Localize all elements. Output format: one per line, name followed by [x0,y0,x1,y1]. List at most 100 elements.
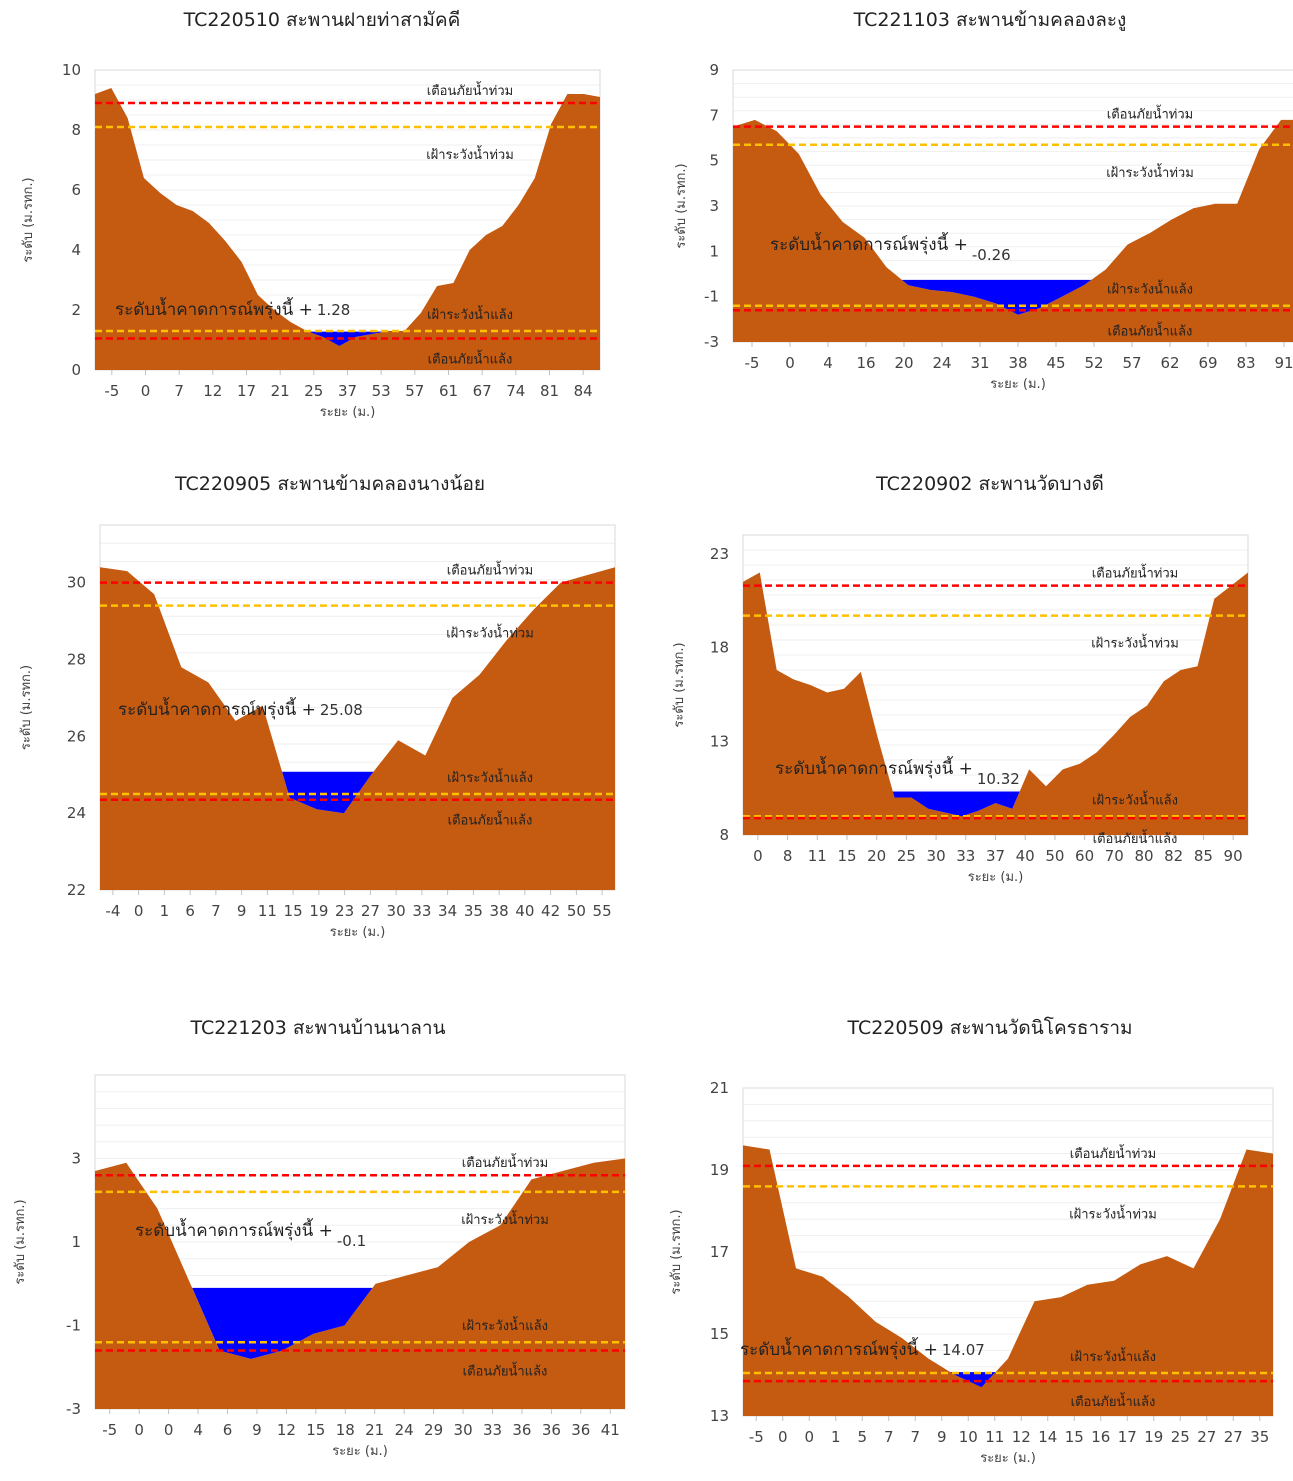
x-tick-label: 70 [1105,847,1124,865]
x-tick-label: 40 [1016,847,1035,865]
x-tick-label: 0 [134,902,144,920]
x-tick-label: 27 [1224,1428,1243,1446]
flood-warning-label: เตือนภัยน้ำท่วม [462,1153,548,1171]
x-tick-label: 30 [927,847,946,865]
x-tick-label: -5 [745,354,760,372]
x-tick-label: 84 [574,382,593,400]
x-tick-label: 69 [1198,354,1217,372]
drought-watch-label: เฝ้าระวังน้ำแล้ง [1107,280,1193,298]
x-tick-label: 11 [985,1428,1004,1446]
x-tick-label: 16 [856,354,875,372]
x-tick-label: 15 [284,902,303,920]
x-tick-label: 50 [1045,847,1064,865]
x-tick-label: 74 [506,382,525,400]
y-tick-label: 28 [67,651,86,669]
y-tick-label: 26 [67,727,86,745]
x-tick-label: 7 [911,1428,921,1446]
x-tick-label: 81 [540,382,559,400]
chart-title: TC221203 สะพานบ้านนาลาน [190,1017,446,1039]
chart-svg: TC220905 สะพานข้ามคลองนางน้อยเตือนภัยน้ำ… [19,473,616,940]
x-tick-label: 0 [134,1421,144,1439]
flood-warning-label: เตือนภัยน้ำท่วม [1092,564,1178,582]
x-tick-label: 6 [223,1421,233,1439]
x-tick-label: 31 [970,354,989,372]
x-tick-label: 10 [959,1428,978,1446]
y-tick-label: 9 [709,61,719,79]
chart-panel-4: TC220902 สะพานวัดบางดีเตือนภัยน้ำท่วมเฝ้… [645,460,1293,930]
forecast-water-area [282,771,374,814]
x-tick-label: 15 [306,1421,325,1439]
y-tick-label: 13 [710,732,729,750]
x-tick-label: 50 [567,902,586,920]
drought-watch-label: เฝ้าระวังน้ำแล้ง [1092,790,1178,808]
forecast-value: 25.08 [320,701,363,719]
y-tick-label: 8 [71,121,81,139]
x-tick-label: 6 [185,902,195,920]
x-tick-label: 0 [785,354,795,372]
chart-title: TC220902 สะพานวัดบางดี [875,473,1104,495]
x-tick-label: 21 [271,382,290,400]
forecast-label: ระดับน้ำคาดการณ์พรุ่งนี้ + [135,1218,333,1241]
x-tick-label: 25 [304,382,323,400]
ground-profile-area [743,572,1248,835]
x-tick-label: 9 [937,1428,947,1446]
x-tick-label: 0 [753,847,763,865]
forecast-value: 10.32 [977,770,1020,788]
ground-profile-area [733,119,1293,342]
x-axis-label: ระยะ (ม.) [332,1444,388,1459]
flood-watch-label: เฝ้าระวังน้ำท่วม [1069,1204,1157,1222]
y-tick-label: -3 [704,333,719,351]
y-tick-label: 15 [710,1325,729,1343]
x-tick-label: 57 [405,382,424,400]
x-tick-label: 36 [571,1421,590,1439]
x-tick-label: -5 [102,1421,117,1439]
x-tick-label: 55 [593,902,612,920]
x-axis-label: ระยะ (ม.) [990,377,1046,392]
x-tick-label: 7 [174,382,184,400]
x-tick-label: 61 [439,382,458,400]
x-tick-label: 37 [986,847,1005,865]
chart-svg: TC220902 สะพานวัดบางดีเตือนภัยน้ำท่วมเฝ้… [672,473,1249,885]
y-axis-label: ระดับ (ม.รทก.) [674,163,689,248]
flood-warning-label: เตือนภัยน้ำท่วม [1070,1144,1156,1162]
chart-title: TC220509 สะพานวัดนิโครธาราม [846,1016,1132,1039]
chart-svg: TC220509 สะพานวัดนิโครธารามเตือนภัยน้ำท่… [669,1016,1274,1466]
chart-panel-6: TC220509 สะพานวัดนิโครธารามเตือนภัยน้ำท่… [645,1000,1293,1481]
drought-warning-label: เตือนภัยน้ำแล้ง [1071,1392,1156,1410]
x-tick-label: 20 [894,354,913,372]
x-tick-label: 90 [1224,847,1243,865]
x-tick-label: 11 [808,847,827,865]
y-axis-label: ระดับ (ม.รทก.) [669,1209,684,1294]
x-tick-label: 16 [1091,1428,1110,1446]
forecast-value: -0.1 [337,1232,366,1250]
x-tick-label: -5 [104,382,119,400]
x-tick-label: 9 [237,902,247,920]
x-tick-label: 35 [464,902,483,920]
forecast-label: ระดับน้ำคาดการณ์พรุ่งนี้ + [740,1337,938,1360]
flood-watch-label: เฝ้าระวังน้ำท่วม [1091,634,1179,652]
forecast-water-area [950,1372,996,1388]
x-tick-label: 27 [1197,1428,1216,1446]
flood-watch-label: เฝ้าระวังน้ำท่วม [426,145,514,163]
x-tick-label: 11 [258,902,277,920]
y-axis-label: ระดับ (ม.รทก.) [19,665,34,750]
x-tick-label: 4 [193,1421,203,1439]
y-tick-label: 3 [71,1150,81,1168]
x-tick-label: 30 [387,902,406,920]
y-tick-label: 13 [710,1407,729,1425]
y-axis-label: ระดับ (ม.รทก.) [21,177,36,262]
x-tick-label: 20 [867,847,886,865]
forecast-value: 1.28 [317,301,350,319]
flood-watch-label: เฝ้าระวังน้ำท่วม [461,1210,549,1228]
forecast-water-area [192,1287,373,1359]
chart-panel-1: TC220510 สะพานฝายท่าสามัคคี เตือนภัยน้ำท่… [0,0,645,460]
x-tick-label: 18 [336,1421,355,1439]
x-tick-label: 34 [438,902,457,920]
y-tick-label: -1 [704,288,719,306]
x-tick-label: 0 [141,382,151,400]
drought-warning-label: เตือนภัยน้ำแล้ง [1093,829,1178,847]
x-tick-label: 38 [490,902,509,920]
x-tick-label: 33 [483,1421,502,1439]
flood-warning-label: เตือนภัยน้ำท่วม [1107,105,1193,123]
y-tick-label: 19 [710,1161,729,1179]
